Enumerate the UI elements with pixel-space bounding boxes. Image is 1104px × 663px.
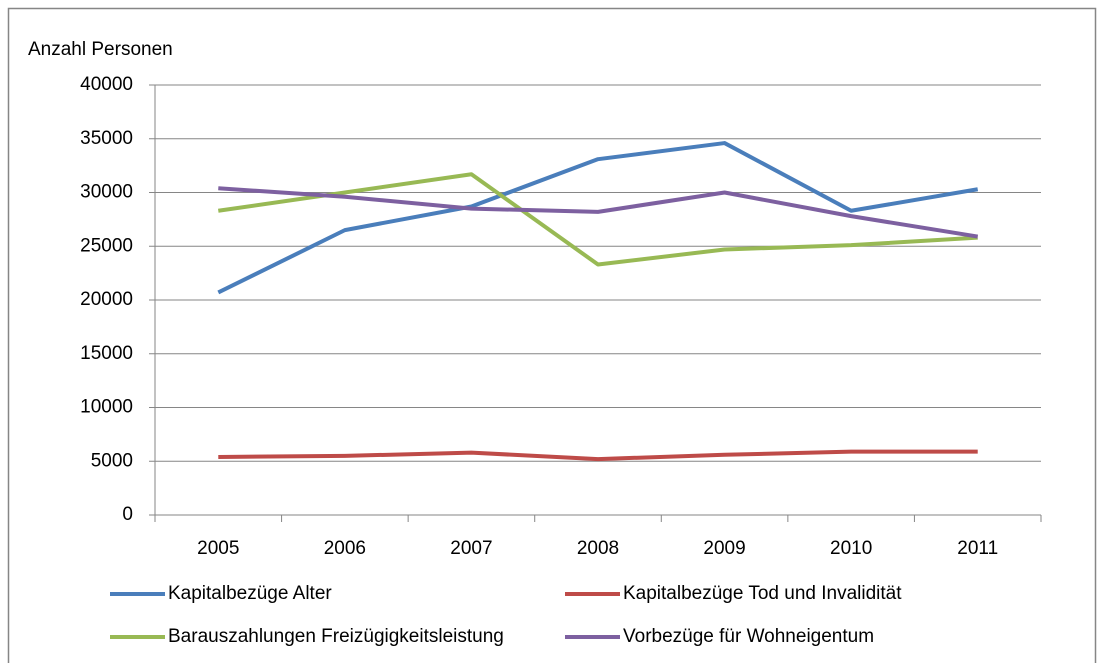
series-line: [217, 141, 979, 295]
legend-label: Kapitalbezüge Alter: [168, 583, 332, 604]
series-line: [217, 172, 978, 267]
legend-label: Barauszahlungen Freizügigkeitsleistung: [168, 626, 504, 647]
x-tick-label: 2007: [450, 538, 492, 559]
legend-label: Vorbezüge für Wohneigentum: [623, 626, 874, 647]
y-tick-label: 5000: [91, 450, 133, 471]
y-tick-label: 30000: [80, 182, 133, 203]
y-tick-label: 40000: [80, 74, 133, 95]
legend-label: Kapitalbezüge Tod und Invalidität: [623, 583, 902, 604]
y-tick-label: 35000: [80, 128, 133, 149]
y-tick-label: 0: [122, 504, 133, 525]
y-axis-label: Anzahl Personen: [28, 39, 173, 60]
x-tick-label: 2006: [324, 538, 366, 559]
x-tick-label: 2005: [197, 538, 239, 559]
x-tick-label: 2011: [957, 538, 998, 559]
y-tick-label: 20000: [80, 289, 133, 310]
x-tick-label: 2010: [830, 538, 872, 559]
x-tick-label: 2009: [703, 538, 745, 559]
x-tick-label: 2008: [577, 538, 619, 559]
y-tick-label: 10000: [80, 397, 133, 418]
series-line: [218, 186, 979, 239]
y-tick-label: 25000: [80, 235, 133, 256]
y-tick-label: 15000: [80, 343, 133, 364]
chart-border: [7, 7, 1097, 663]
series-line: [218, 449, 978, 462]
